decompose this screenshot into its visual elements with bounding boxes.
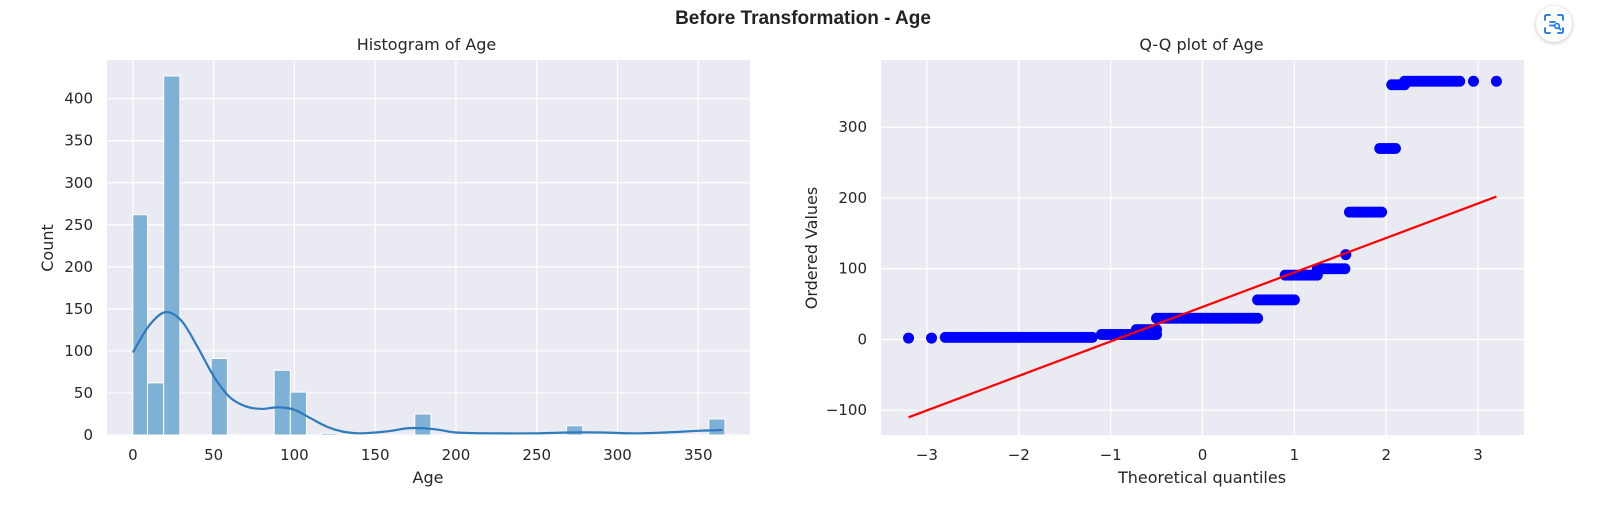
qq-x-tick-label: −2 bbox=[1008, 446, 1030, 464]
histogram-x-tick-label: 150 bbox=[361, 446, 390, 464]
scan-text-icon bbox=[1544, 14, 1564, 34]
qq-y-tick-label: 300 bbox=[838, 118, 867, 136]
qq-x-tick-label: 3 bbox=[1473, 446, 1483, 464]
scan-text-button[interactable] bbox=[1536, 6, 1572, 42]
histogram-x-tick-label: 350 bbox=[684, 446, 713, 464]
histogram-y-tick-label: 200 bbox=[64, 258, 93, 276]
qq-point bbox=[1288, 294, 1300, 306]
histogram-bar bbox=[708, 418, 726, 436]
histogram-x-tick-label: 300 bbox=[603, 446, 632, 464]
qq-plot-chart: Q-Q plot of Age −3 −2 −1 0 1 2 3 −100 0 100 200 30… bbox=[802, 35, 1524, 487]
histogram-x-tick-label: 50 bbox=[204, 446, 223, 464]
histogram-bar bbox=[210, 357, 228, 436]
qq-point bbox=[1389, 142, 1401, 154]
qq-x-tick-label: 1 bbox=[1290, 446, 1300, 464]
histogram-y-tick-label: 50 bbox=[74, 384, 93, 402]
histogram-bar bbox=[414, 413, 432, 436]
histogram-plot-area bbox=[107, 60, 750, 435]
histogram-y-tick-label: 400 bbox=[64, 90, 93, 108]
qq-point bbox=[1339, 263, 1351, 275]
histogram-bar bbox=[289, 391, 308, 436]
figure-title: Before Transformation - Age bbox=[675, 8, 931, 29]
qq-x-tick-label: −3 bbox=[916, 446, 938, 464]
histogram-y-tick-label: 0 bbox=[83, 426, 93, 444]
qq-y-tick-label: 200 bbox=[838, 189, 867, 207]
qq-y-tick-label: 100 bbox=[838, 260, 867, 278]
qq-point bbox=[1467, 75, 1479, 87]
histogram-x-tick-label: 250 bbox=[522, 446, 551, 464]
qq-x-tick-label: 2 bbox=[1381, 446, 1391, 464]
qq-title: Q-Q plot of Age bbox=[1139, 35, 1263, 54]
histogram-y-tick-label: 350 bbox=[64, 132, 93, 150]
histogram-bar bbox=[273, 369, 291, 436]
histogram-y-tick-label: 100 bbox=[64, 342, 93, 360]
histogram-bar bbox=[320, 432, 338, 436]
qq-point bbox=[903, 332, 915, 344]
qq-point bbox=[1086, 331, 1098, 343]
histogram-bar bbox=[163, 75, 181, 436]
histogram-y-tick-label: 150 bbox=[64, 300, 93, 318]
qq-point bbox=[926, 332, 938, 344]
histogram-y-tick-label: 250 bbox=[64, 216, 93, 234]
qq-x-label: Theoretical quantiles bbox=[1117, 468, 1286, 487]
histogram-chart: Histogram of Age 0 50 100 150 200 250 300 350 0… bbox=[38, 35, 750, 487]
histogram-bar bbox=[132, 214, 149, 436]
qq-point bbox=[1252, 312, 1264, 324]
qq-y-tick-label: 0 bbox=[857, 330, 867, 348]
qq-point bbox=[1454, 75, 1466, 87]
qq-y-label: Ordered Values bbox=[802, 187, 821, 309]
qq-point bbox=[1490, 75, 1502, 87]
histogram-bar bbox=[566, 425, 584, 436]
histogram-bar bbox=[147, 382, 165, 436]
qq-point bbox=[1151, 324, 1163, 336]
histogram-x-tick-label: 200 bbox=[442, 446, 471, 464]
qq-y-tick-label: −100 bbox=[826, 401, 867, 419]
qq-x-tick-label: 0 bbox=[1198, 446, 1208, 464]
histogram-x-tick-label: 100 bbox=[280, 446, 309, 464]
fit-line bbox=[908, 195, 1497, 419]
histogram-x-label: Age bbox=[413, 468, 444, 487]
qq-x-tick-label: −1 bbox=[1100, 446, 1122, 464]
histogram-title: Histogram of Age bbox=[357, 35, 497, 54]
qq-point bbox=[1376, 206, 1388, 218]
histogram-y-tick-label: 300 bbox=[64, 174, 93, 192]
histogram-x-tick-label: 0 bbox=[128, 446, 138, 464]
kde-curve bbox=[131, 311, 723, 435]
histogram-y-label: Count bbox=[38, 224, 57, 272]
